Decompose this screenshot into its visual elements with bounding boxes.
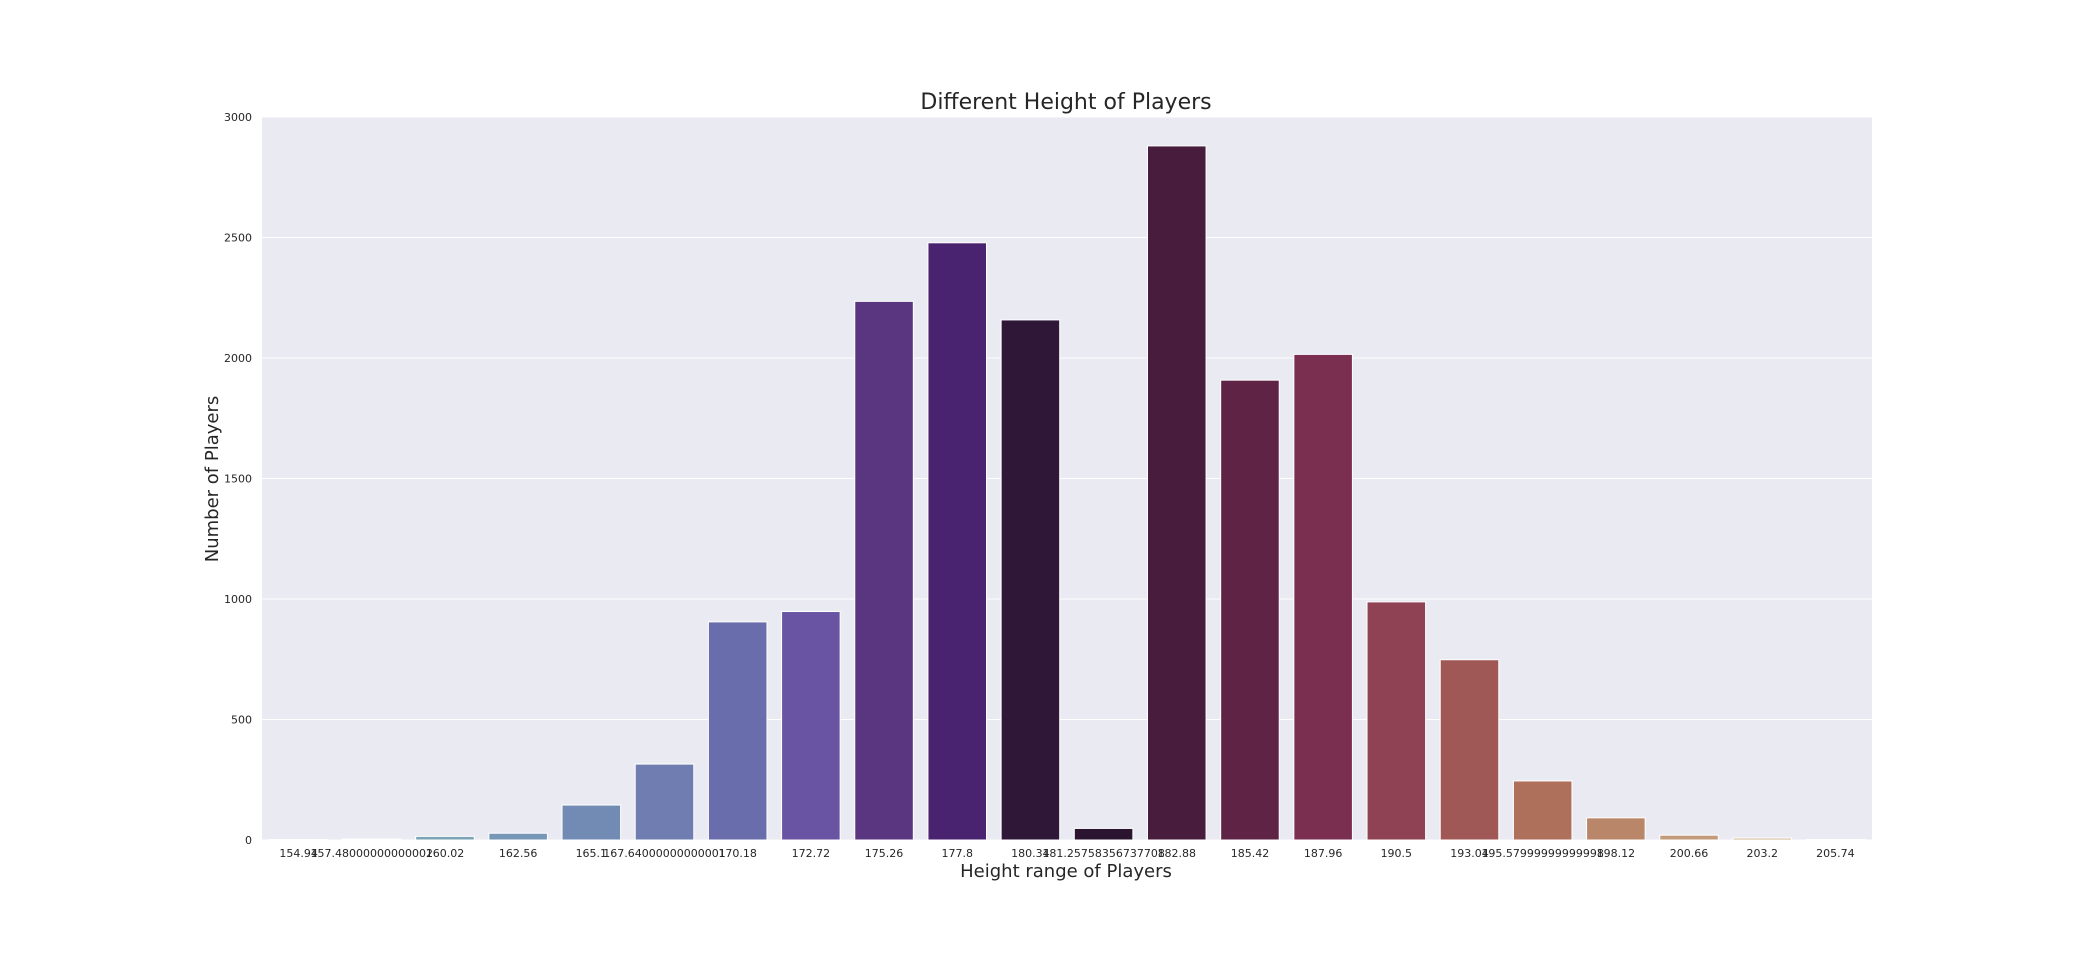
x-tick-label: 160.02 bbox=[426, 847, 465, 860]
bar bbox=[562, 805, 621, 840]
bar bbox=[708, 622, 767, 840]
bar bbox=[416, 836, 475, 840]
x-tick-label: 167.64000000000001 bbox=[603, 847, 725, 860]
x-tick-label: 157.48000000000002 bbox=[311, 847, 433, 860]
bar bbox=[1733, 838, 1792, 840]
y-tick-labels: 0 500 1000 1500 2000 2500 3000 bbox=[224, 111, 252, 847]
bar bbox=[635, 764, 694, 840]
bar bbox=[1367, 602, 1426, 840]
bar bbox=[1074, 828, 1133, 840]
bar bbox=[1660, 835, 1719, 840]
x-tick-label: 162.56 bbox=[499, 847, 538, 860]
x-tick-label: 181.25758356737708 bbox=[1042, 847, 1164, 860]
bar bbox=[1148, 146, 1207, 840]
bar bbox=[1513, 781, 1572, 840]
x-axis-label: Height range of Players bbox=[960, 861, 1172, 882]
bar bbox=[1294, 354, 1353, 840]
x-tick-label: 185.42 bbox=[1231, 847, 1270, 860]
bar bbox=[1001, 320, 1060, 840]
y-tick-label: 0 bbox=[245, 834, 252, 847]
x-tick-label: 170.18 bbox=[718, 847, 757, 860]
x-tick-label: 187.96 bbox=[1304, 847, 1343, 860]
x-tick-label: 198.12 bbox=[1597, 847, 1636, 860]
bar bbox=[1440, 660, 1499, 840]
x-tick-label: 172.72 bbox=[792, 847, 831, 860]
chart-title: Different Height of Players bbox=[920, 90, 1211, 115]
x-tick-label: 195.57999999999998 bbox=[1481, 847, 1603, 860]
bar bbox=[855, 301, 914, 840]
y-tick-label: 2500 bbox=[224, 232, 252, 245]
bar bbox=[928, 243, 987, 840]
y-tick-label: 500 bbox=[231, 714, 252, 727]
x-tick-label: 182.88 bbox=[1158, 847, 1197, 860]
x-tick-label: 200.66 bbox=[1670, 847, 1709, 860]
bar bbox=[782, 612, 841, 840]
bar bbox=[1221, 380, 1280, 840]
bar bbox=[489, 833, 548, 840]
x-tick-label: 203.2 bbox=[1746, 847, 1778, 860]
y-axis-label: Number of Players bbox=[202, 396, 223, 563]
y-tick-label: 1500 bbox=[224, 473, 252, 486]
x-tick-label: 205.74 bbox=[1816, 847, 1855, 860]
y-tick-label: 1000 bbox=[224, 593, 252, 606]
x-tick-label: 177.8 bbox=[941, 847, 973, 860]
x-tick-label: 175.26 bbox=[865, 847, 904, 860]
bar bbox=[343, 839, 402, 840]
y-tick-label: 3000 bbox=[224, 111, 252, 124]
x-tick-label: 190.5 bbox=[1381, 847, 1413, 860]
y-tick-label: 2000 bbox=[224, 352, 252, 365]
bar bbox=[1587, 818, 1646, 840]
